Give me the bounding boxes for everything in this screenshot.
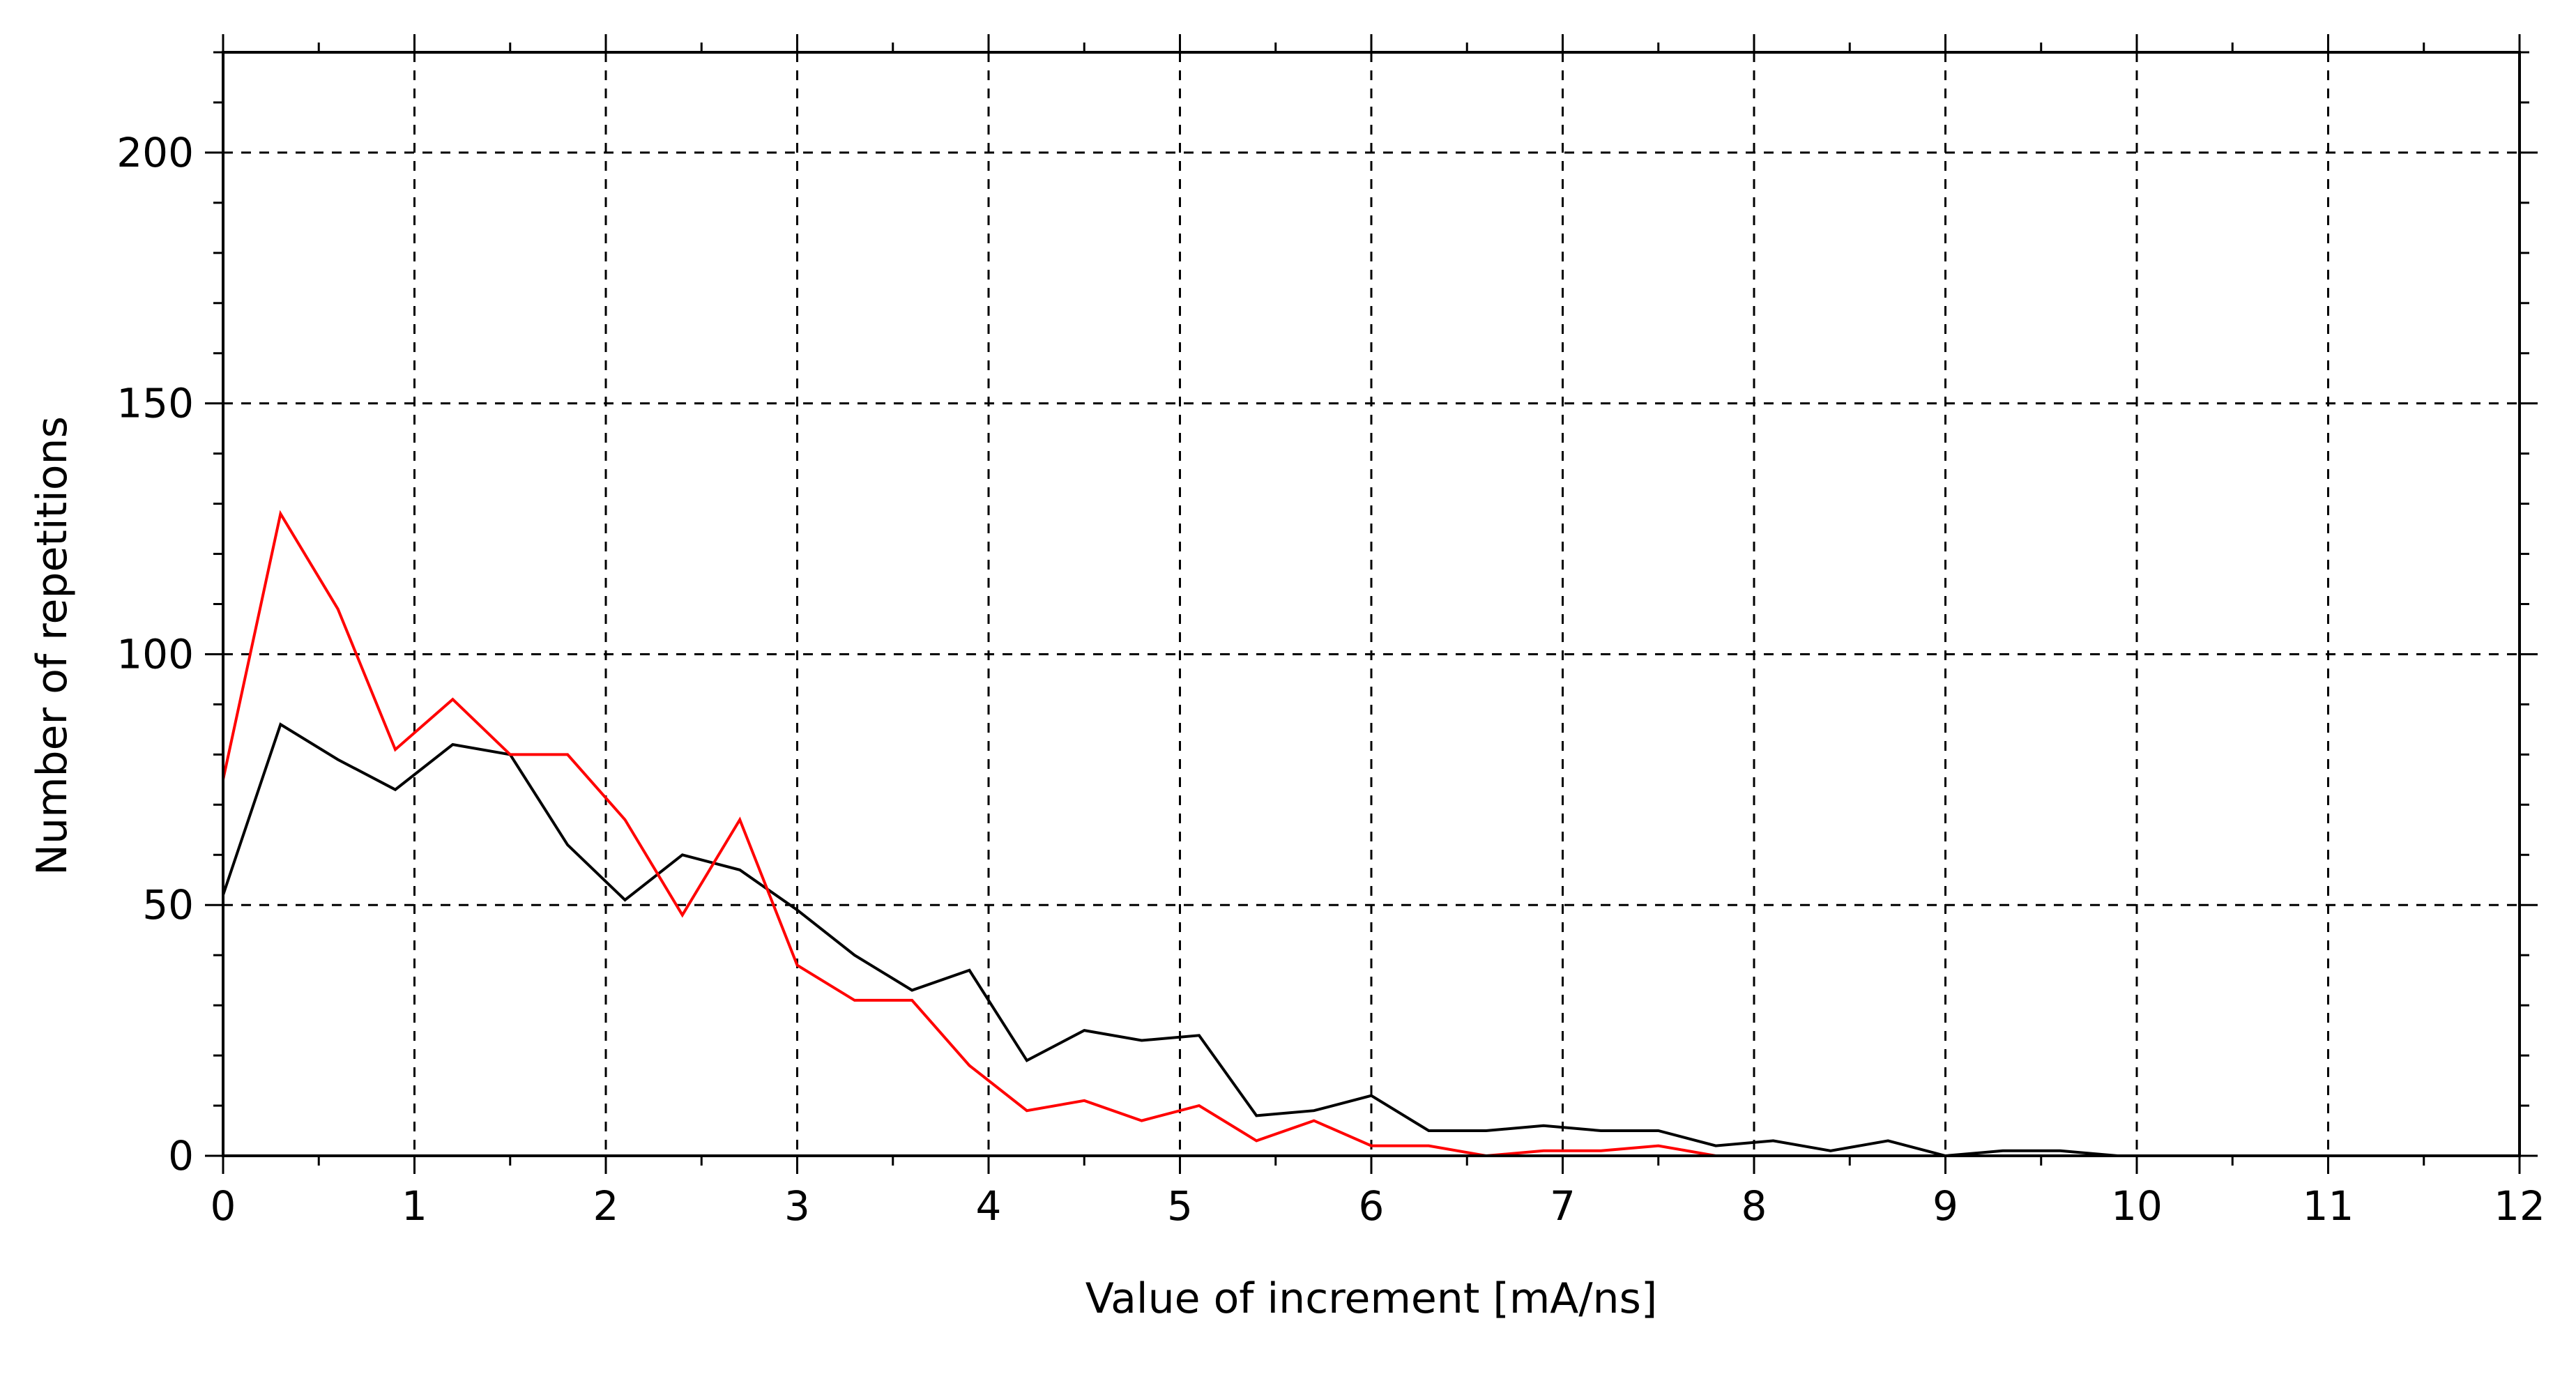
x-tick-label: 10 (2111, 1182, 2163, 1230)
y-tick-label: 150 (116, 380, 194, 427)
x-tick-label: 3 (784, 1182, 810, 1230)
x-tick-label: 2 (593, 1182, 619, 1230)
y-tick-label: 0 (168, 1132, 194, 1180)
x-tick-label: 7 (1550, 1182, 1576, 1230)
x-tick-label: 6 (1359, 1182, 1385, 1230)
series-line-2 (222, 510, 1716, 1158)
series-line-1 (222, 722, 2118, 1158)
y-tick-label: 100 (116, 630, 194, 678)
y-axis-ticks: 0 50 100 150 200 (116, 51, 2538, 1180)
y-tick-label: 50 (142, 881, 194, 929)
x-tick-label: 4 (976, 1182, 1002, 1230)
y-axis-label: Number of repetitions (28, 416, 77, 876)
x-tick-label: 5 (1167, 1182, 1193, 1230)
series-lines (222, 510, 2118, 1158)
x-axis-label: Value of increment [mA/ns] (1085, 1274, 1658, 1323)
y-tick-label: 200 (116, 129, 194, 176)
x-tick-label: 11 (2303, 1182, 2354, 1230)
grid-lines (223, 52, 2520, 1156)
x-tick-label: 8 (1742, 1182, 1767, 1230)
x-tick-label: 9 (1933, 1182, 1958, 1230)
x-tick-label: 0 (211, 1182, 236, 1230)
x-tick-label: 1 (402, 1182, 427, 1230)
x-tick-label: 12 (2494, 1182, 2545, 1230)
x-axis-ticks: 0 1 2 3 4 5 6 7 8 9 10 11 12 (211, 34, 2545, 1230)
